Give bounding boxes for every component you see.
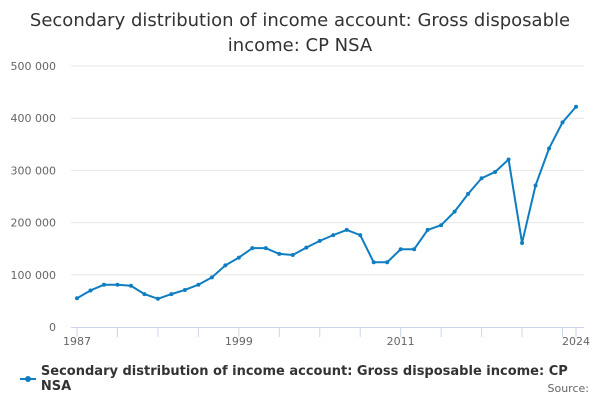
data-point[interactable]: [304, 245, 309, 250]
data-point[interactable]: [169, 292, 174, 297]
data-point[interactable]: [209, 275, 214, 280]
data-point[interactable]: [75, 296, 79, 301]
data-point[interactable]: [88, 288, 93, 293]
y-tick-label: 100 000: [11, 269, 57, 282]
data-point[interactable]: [560, 120, 565, 125]
data-point[interactable]: [331, 233, 336, 238]
legend-item[interactable]: Secondary distribution of income account…: [20, 364, 600, 394]
data-point[interactable]: [128, 283, 133, 288]
data-point[interactable]: [493, 169, 498, 174]
x-tick-label: 2024: [562, 335, 590, 348]
data-point[interactable]: [371, 260, 376, 265]
x-tick-label: 2011: [387, 335, 415, 348]
data-series[interactable]: [75, 104, 578, 301]
data-point[interactable]: [155, 296, 160, 301]
data-point[interactable]: [263, 246, 268, 251]
data-point[interactable]: [520, 240, 525, 245]
data-point[interactable]: [547, 146, 552, 151]
data-point[interactable]: [317, 238, 322, 243]
x-axis: 1987 1999 2011 2024: [63, 327, 590, 348]
x-tick-label: 1999: [225, 335, 253, 348]
data-point[interactable]: [344, 227, 349, 232]
data-point[interactable]: [277, 251, 282, 256]
data-point[interactable]: [479, 176, 484, 181]
y-axis-labels: 0 100 000 200 000 300 000 400 000 500 000: [11, 60, 57, 334]
data-point[interactable]: [398, 247, 403, 252]
y-tick-label: 0: [49, 321, 56, 334]
data-point[interactable]: [250, 246, 255, 251]
data-point[interactable]: [466, 191, 471, 196]
y-tick-label: 300 000: [11, 164, 57, 177]
data-point[interactable]: [412, 247, 417, 252]
data-point[interactable]: [452, 209, 457, 214]
data-point[interactable]: [425, 227, 430, 232]
legend-label: Secondary distribution of income account…: [40, 364, 568, 394]
data-point[interactable]: [439, 223, 444, 228]
data-point[interactable]: [290, 252, 295, 257]
y-tick-label: 500 000: [11, 60, 57, 73]
data-point[interactable]: [223, 263, 228, 268]
data-point[interactable]: [506, 157, 511, 162]
y-tick-label: 200 000: [11, 217, 57, 230]
data-point[interactable]: [358, 233, 363, 238]
source-label: Source:: [547, 382, 590, 395]
series-line[interactable]: [76, 106, 577, 300]
data-point[interactable]: [101, 282, 106, 287]
chart-title: Secondary distribution of income account…: [29, 10, 571, 56]
data-point[interactable]: [142, 292, 147, 297]
data-point[interactable]: [115, 282, 120, 287]
data-point[interactable]: [385, 260, 390, 265]
x-tick-label: 1987: [63, 335, 91, 348]
data-point[interactable]: [574, 104, 578, 109]
data-point[interactable]: [196, 282, 201, 287]
gridlines: [71, 65, 584, 276]
data-point[interactable]: [533, 183, 538, 188]
data-point[interactable]: [182, 287, 187, 292]
data-point[interactable]: [236, 255, 241, 260]
legend-line-marker-icon: [20, 371, 36, 387]
y-tick-label: 400 000: [11, 112, 57, 125]
